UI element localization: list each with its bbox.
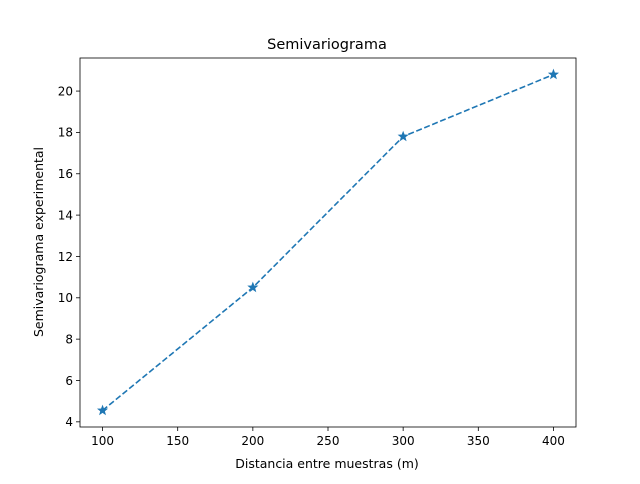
series-line [102,73,554,412]
x-tick-label: 100 [91,434,114,448]
y-tick-label: 6 [65,374,73,388]
data-point-marker [96,404,109,416]
y-tick-label: 8 [65,332,73,346]
x-tick-label: 350 [467,434,490,448]
y-tick-label: 14 [58,208,73,222]
y-axis-label: Semivariograma experimental [31,147,46,337]
x-tick-label: 150 [166,434,189,448]
data-point-marker [397,130,409,142]
y-tick-label: 12 [58,250,73,264]
chart-title: Semivariograma [267,37,387,53]
y-tick-label: 10 [58,291,73,305]
y-tick-label: 20 [58,84,73,98]
x-tick-label: 250 [317,434,340,448]
x-tick-label: 400 [542,434,565,448]
x-tick-label: 300 [392,434,415,448]
plot-area: 100 150 200 250 300 350 400 4 6 8 10 12 14 16 18 20 [58,57,577,448]
y-tick-label: 18 [58,126,73,140]
plot-frame [79,57,577,428]
x-tick-label: 200 [241,434,264,448]
y-tick-label: 4 [65,415,73,429]
data-point-marker [547,68,560,80]
y-tick-label: 16 [58,167,73,181]
x-axis-label: Distancia entre muestras (m) [235,456,419,471]
data-point-marker [247,281,259,293]
